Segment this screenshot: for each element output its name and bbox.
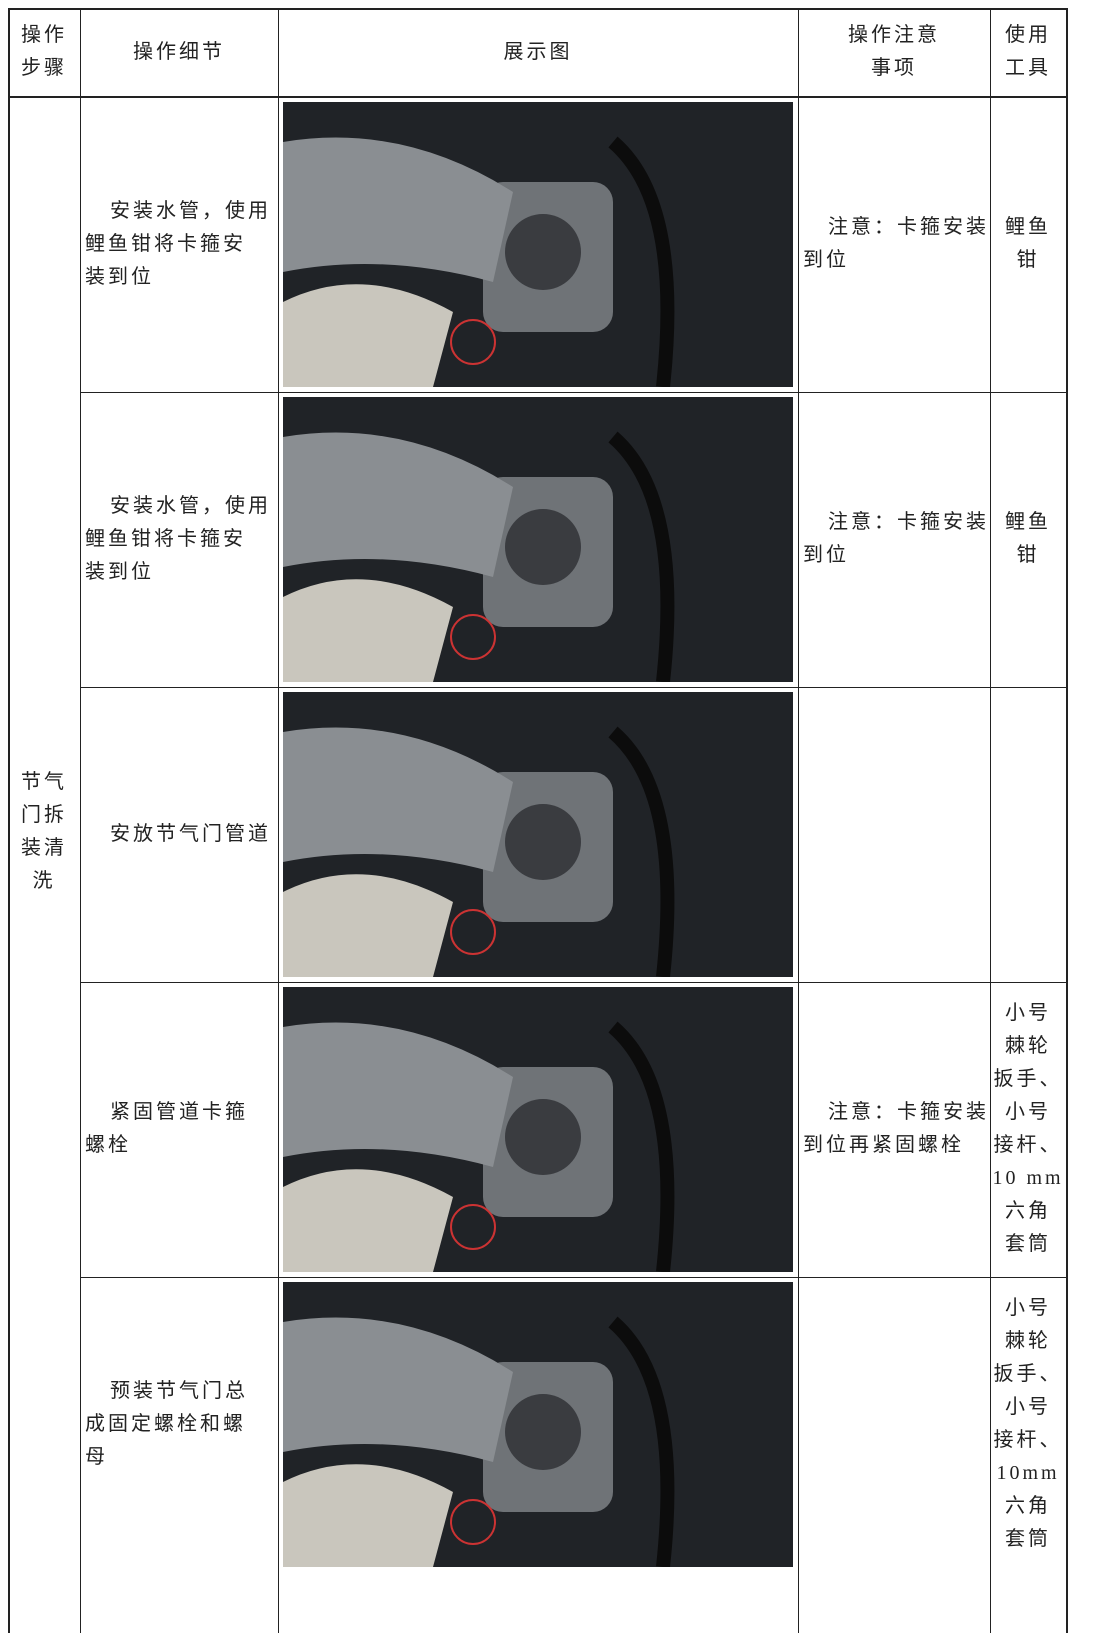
cell-text: 套筒 — [1005, 1233, 1051, 1255]
cell-text: 安装水管，使用 — [110, 494, 271, 517]
photo — [283, 692, 793, 977]
border — [8, 96, 1067, 98]
cell-text: 小号 — [1005, 1002, 1051, 1024]
border — [798, 8, 799, 1633]
cell-text: 10 mm — [992, 1167, 1064, 1189]
cell-text: 到位再紧固螺栓 — [803, 1134, 964, 1156]
cell-text: 操作注意 — [848, 24, 940, 46]
cell-text: 操作细节 — [133, 40, 225, 63]
cell-text: 鲤鱼钳将卡箍安 — [85, 527, 246, 550]
cell-text: 注意：卡箍安装 — [828, 1101, 989, 1123]
border — [80, 1277, 1066, 1278]
cell-text: 安装水管，使用 — [110, 199, 271, 222]
cell-text: 步骤 — [21, 57, 67, 79]
cell-text: 紧固管道卡箍 — [110, 1101, 248, 1123]
cell-text: 接杆、 — [993, 1429, 1063, 1451]
cell-text: 使用 — [1005, 24, 1051, 46]
cell-text: 注意：卡箍安装 — [828, 511, 989, 533]
border — [80, 982, 1066, 983]
photo-art — [283, 102, 793, 387]
cell-text: 螺栓 — [85, 1134, 131, 1156]
cell-text: 六角 — [1005, 1495, 1051, 1517]
cell-text: 成固定螺栓和螺 — [85, 1412, 246, 1435]
cell-text: 到位 — [803, 249, 849, 271]
photo — [283, 1282, 793, 1567]
cell-text: 小号 — [1005, 1101, 1051, 1123]
border — [80, 8, 81, 1633]
photo — [283, 397, 793, 682]
cell-text: 预装节气门总 — [110, 1379, 248, 1402]
cell-text: 扳手、 — [993, 1068, 1063, 1090]
cell-text: 小号 — [1005, 1297, 1051, 1319]
photo-art — [283, 987, 793, 1272]
cell-text: 10mm — [996, 1462, 1060, 1484]
border — [80, 392, 1066, 393]
border — [80, 687, 1066, 688]
border — [1066, 8, 1068, 1633]
cell-text: 钳 — [1016, 544, 1040, 566]
cell-text: 钳 — [1016, 249, 1040, 271]
cell-text: 安放节气门管道 — [110, 822, 271, 845]
cell-text: 鲤鱼钳将卡箍安 — [85, 232, 246, 255]
cell-text: 装清 — [21, 837, 67, 859]
border — [990, 8, 991, 1633]
photo-art — [283, 1282, 793, 1567]
photo — [283, 102, 793, 387]
cell-text: 装到位 — [85, 265, 154, 288]
cell-text: 套筒 — [1005, 1528, 1051, 1550]
cell-text: 装到位 — [85, 560, 154, 583]
cell-text: 展示图 — [503, 40, 573, 63]
cell-text: 棘轮 — [1005, 1330, 1051, 1352]
border — [8, 8, 10, 1633]
cell-text: 接杆、 — [993, 1134, 1063, 1156]
cell-text: 到位 — [803, 544, 849, 566]
cell-text: 注意：卡箍安装 — [828, 216, 989, 238]
photo-art — [283, 692, 793, 977]
photo-art — [283, 397, 793, 682]
cell-text: 扳手、 — [993, 1363, 1063, 1385]
cell-text: 操作 — [21, 24, 67, 46]
cell-text: 六角 — [1005, 1200, 1051, 1222]
border — [278, 8, 279, 1633]
cell-text: 工具 — [1005, 57, 1051, 79]
cell-text: 鲤鱼 — [1005, 511, 1051, 533]
cell-text: 节气 — [21, 771, 67, 793]
border — [8, 8, 1067, 10]
cell-text: 鲤鱼 — [1005, 216, 1051, 238]
cell-text: 棘轮 — [1005, 1035, 1051, 1057]
cell-text: 事项 — [871, 57, 917, 79]
photo — [283, 987, 793, 1272]
cell-text: 门拆 — [21, 804, 67, 826]
cell-text: 小号 — [1005, 1396, 1051, 1418]
cell-text: 母 — [85, 1445, 108, 1468]
cell-text: 洗 — [32, 870, 56, 892]
